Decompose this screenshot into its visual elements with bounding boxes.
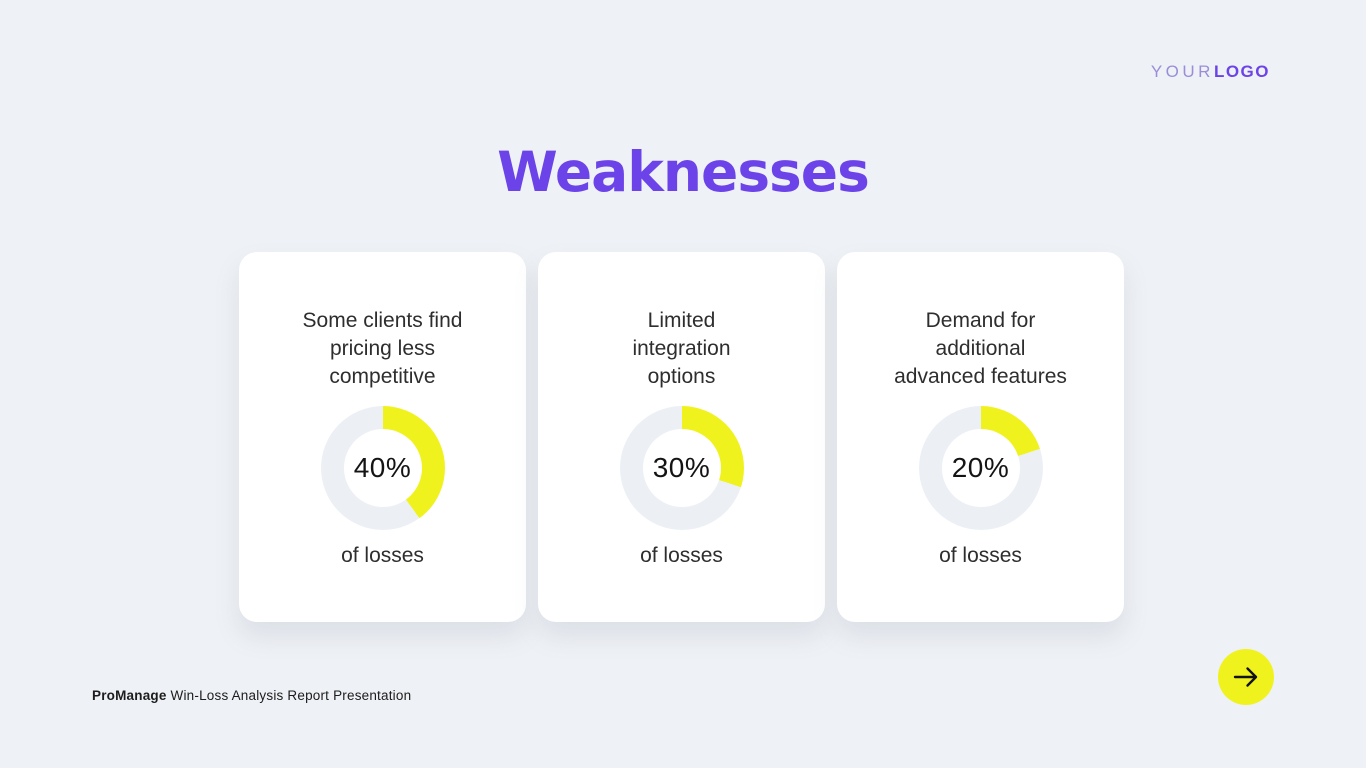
card-heading-line: Demand for [925, 309, 1036, 332]
card-heading-line: integration [632, 337, 731, 360]
card-heading-line: Some clients find [302, 309, 463, 332]
weakness-cards-row: Some clients find pricing less competiti… [239, 252, 1124, 622]
card-heading-line: competitive [329, 365, 436, 388]
donut-percent-label: 40% [353, 452, 412, 483]
card-heading: Demand for additional advanced features [894, 307, 1067, 391]
arrow-right-icon [1233, 667, 1258, 687]
logo-suffix: LOGO [1213, 62, 1270, 81]
footer-text: Win-Loss Analysis Report Presentation [170, 688, 412, 703]
next-slide-button[interactable] [1218, 649, 1274, 705]
logo-prefix: YOUR [1150, 62, 1214, 81]
donut-center: 30% [642, 429, 721, 507]
donut-chart-20: 20% [918, 406, 1043, 530]
card-heading-line: advanced features [894, 365, 1067, 388]
weakness-card-pricing: Some clients find pricing less competiti… [239, 252, 526, 622]
card-heading-line: pricing less [329, 337, 436, 360]
donut-center: 40% [343, 429, 422, 507]
card-caption: of losses [939, 544, 1022, 567]
card-caption: of losses [640, 544, 723, 567]
donut-center: 20% [941, 429, 1020, 507]
card-caption: of losses [341, 544, 424, 567]
card-heading: Limited integration options [632, 307, 730, 391]
card-heading-line: Limited [647, 309, 716, 332]
footer-brand: ProManage [92, 688, 167, 703]
donut-percent-label: 20% [951, 452, 1010, 483]
donut-percent-label: 30% [652, 452, 711, 483]
your-logo: YOURLOGO [1151, 62, 1270, 82]
weakness-card-integration: Limited integration options 30% of losse… [538, 252, 825, 622]
donut-chart-40: 40% [320, 406, 445, 530]
weakness-card-features: Demand for additional advanced features … [837, 252, 1124, 622]
card-heading-line: additional [935, 337, 1026, 360]
donut-chart-30: 30% [619, 406, 744, 530]
card-heading-line: options [647, 365, 716, 388]
slide-title: Weaknesses [497, 140, 870, 204]
card-heading: Some clients find pricing less competiti… [303, 307, 463, 391]
footer-caption: ProManage Win-Loss Analysis Report Prese… [92, 688, 411, 703]
